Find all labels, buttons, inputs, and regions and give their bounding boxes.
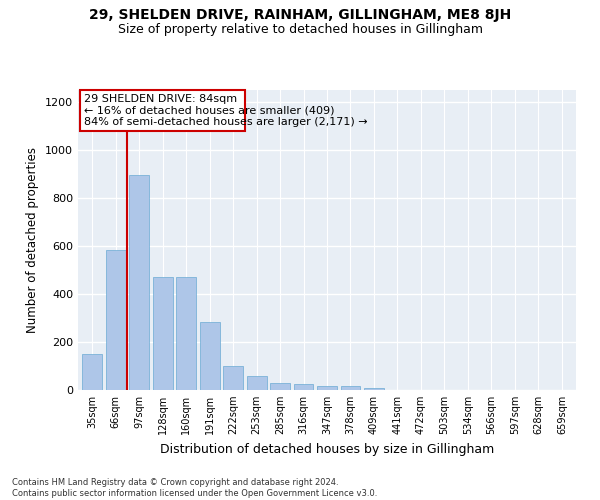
FancyBboxPatch shape [80,90,245,131]
Bar [176,277,196,390]
Bar [200,322,220,390]
Bar [317,386,337,390]
Bar [364,388,384,390]
Bar [270,383,290,390]
Bar [152,277,173,390]
Bar [106,250,125,390]
Bar [129,175,149,390]
Text: 29 SHELDEN DRIVE: 84sqm
← 16% of detached houses are smaller (409)
84% of semi-d: 29 SHELDEN DRIVE: 84sqm ← 16% of detache… [84,94,367,127]
Text: 29, SHELDEN DRIVE, RAINHAM, GILLINGHAM, ME8 8JH: 29, SHELDEN DRIVE, RAINHAM, GILLINGHAM, … [89,8,511,22]
Bar [82,354,102,390]
Bar [223,366,243,390]
Text: Distribution of detached houses by size in Gillingham: Distribution of detached houses by size … [160,442,494,456]
Text: Contains HM Land Registry data © Crown copyright and database right 2024.
Contai: Contains HM Land Registry data © Crown c… [12,478,377,498]
Bar [341,386,361,390]
Text: Size of property relative to detached houses in Gillingham: Size of property relative to detached ho… [118,22,482,36]
Bar [247,376,266,390]
Y-axis label: Number of detached properties: Number of detached properties [26,147,40,333]
Bar [293,384,313,390]
